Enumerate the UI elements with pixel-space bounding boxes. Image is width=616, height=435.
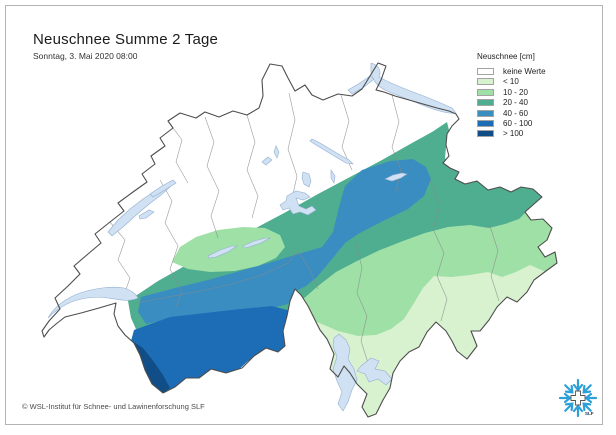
page-date: Sonntag, 3. Mai 2020 08:00: [33, 51, 138, 61]
legend-swatch-lt10: [477, 78, 494, 86]
snow-region-10-20: [288, 200, 557, 336]
lake-constance: [370, 62, 457, 114]
lake-lucerne: [279, 190, 317, 216]
legend-label: 60 - 100: [503, 118, 533, 128]
lake-murten: [138, 209, 155, 220]
legend-title: Neuschnee [cm]: [477, 52, 535, 61]
legend-swatch-20-40: [477, 99, 494, 107]
lake-lugano: [356, 357, 393, 386]
lake-sihl: [330, 169, 336, 184]
legend-label: 10 - 20: [503, 87, 528, 97]
legend-item: 60 - 100: [477, 118, 546, 128]
lake-zurich: [309, 138, 354, 165]
legend: Neuschnee [cm] keine Werte < 10 10 - 20 …: [477, 52, 546, 141]
slf-logo-text: SLF: [585, 411, 594, 416]
lake-brienz: [242, 237, 272, 249]
lake-biel: [149, 179, 177, 198]
legend-label: > 100: [503, 129, 524, 139]
canton-borders: [109, 92, 500, 367]
legend-swatch-10-20: [477, 88, 494, 96]
legend-item: 20 - 40: [477, 98, 546, 108]
lake-walensee: [384, 172, 408, 182]
lake-maggiore: [332, 333, 358, 412]
copyright-text: © WSL-Institut für Schnee- und Lawinenfo…: [22, 402, 205, 411]
legend-item: keine Werte: [477, 67, 546, 76]
swiss-cross-icon: [570, 390, 586, 406]
legend-item: 10 - 20: [477, 87, 546, 97]
lake-thun: [207, 245, 238, 259]
legend-item: 40 - 60: [477, 108, 546, 118]
legend-swatch-none: [477, 68, 494, 75]
legend-item: < 10: [477, 77, 546, 87]
snow-region-60-100: [131, 306, 302, 392]
legend-label: 40 - 60: [503, 108, 528, 118]
legend-label: keine Werte: [503, 67, 546, 76]
legend-item: > 100: [477, 129, 546, 139]
legend-swatch-60-100: [477, 119, 494, 127]
lake-hallwil: [273, 145, 280, 159]
legend-swatch-gt100: [477, 130, 494, 138]
lakes: [47, 62, 457, 412]
slf-logo: SLF: [558, 378, 598, 418]
legend-swatch-40-60: [477, 109, 494, 117]
snow-region-40-60: [138, 159, 431, 324]
legend-label: < 10: [503, 77, 519, 87]
lake-geneva: [47, 286, 139, 319]
snowflake-icon: [558, 378, 598, 418]
country-outline: [41, 62, 558, 418]
legend-label: 20 - 40: [503, 98, 528, 108]
page-title: Neuschnee Summe 2 Tage: [33, 31, 219, 48]
lake-zug: [301, 171, 312, 188]
lake-sempach: [261, 156, 273, 166]
